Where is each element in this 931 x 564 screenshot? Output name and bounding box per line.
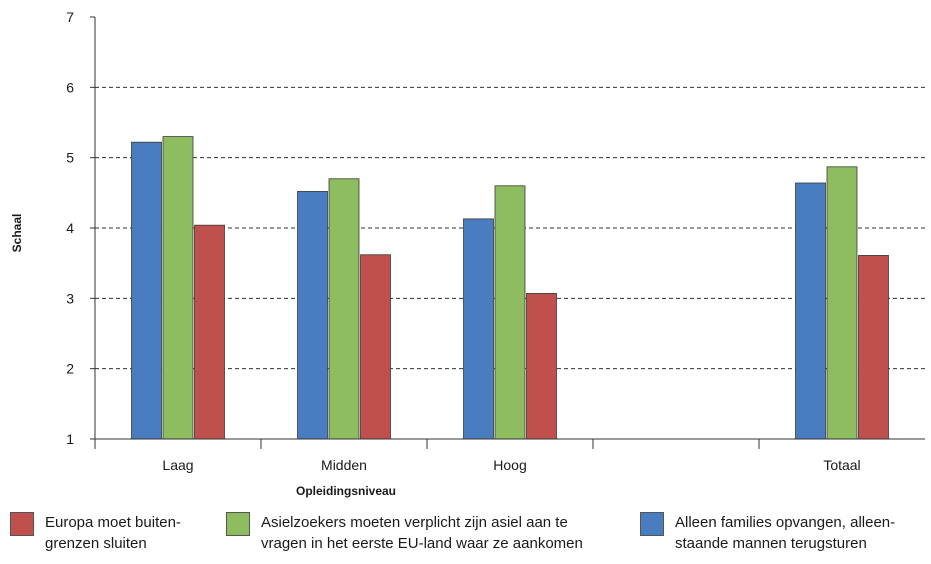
legend: Europa moet buiten- grenzen sluiten Asie… (0, 512, 931, 564)
x-tick-label: Totaal (823, 457, 860, 473)
axes (90, 16, 925, 449)
bar (162, 136, 194, 440)
legend-label: Alleen families opvangen, alleen- staand… (675, 514, 896, 552)
y-tick-label: 4 (66, 220, 74, 236)
bar (463, 218, 494, 440)
y-tick-label: 7 (66, 9, 74, 25)
x-tick-labels: Laag Midden Hoog Totaal (162, 457, 860, 473)
bar (328, 178, 360, 440)
y-tick-label: 6 (66, 79, 74, 95)
legend-swatch (226, 512, 250, 536)
legend-label: Europa moet buiten- grenzen sluiten (45, 514, 181, 552)
legend-label: Asielzoekers moeten verplicht zijn asiel… (261, 514, 583, 552)
bar (131, 141, 162, 440)
y-tick-label: 1 (66, 431, 74, 447)
y-tick-label: 5 (66, 150, 74, 166)
x-tick-label: Midden (321, 457, 367, 473)
y-tick-label: 2 (66, 361, 74, 377)
bar (360, 254, 391, 440)
legend-item: Asielzoekers moeten verplicht zijn asiel… (226, 512, 583, 554)
y-tick-labels: 1 2 3 4 5 6 7 (66, 9, 74, 447)
bar (826, 166, 858, 440)
bar (494, 185, 526, 440)
legend-swatch (10, 512, 34, 536)
bar-chart: 1 2 3 4 5 6 7 Laag Midden Hoog Totaal Schaal Ople… (10, 9, 925, 498)
x-tick-label: Hoog (493, 457, 526, 473)
bars (131, 136, 889, 440)
bar (795, 182, 826, 440)
bar (526, 293, 557, 440)
bar (194, 224, 225, 440)
bar (858, 255, 889, 440)
x-tick-label: Laag (162, 457, 193, 473)
x-axis-title: Opleidingsniveau (296, 484, 396, 498)
legend-swatch (640, 512, 664, 536)
legend-item: Alleen families opvangen, alleen- staand… (640, 512, 895, 554)
legend-item: Europa moet buiten- grenzen sluiten (10, 512, 181, 554)
y-axis-title: Schaal (10, 214, 24, 253)
bar (297, 191, 328, 440)
y-tick-label: 3 (66, 290, 74, 306)
